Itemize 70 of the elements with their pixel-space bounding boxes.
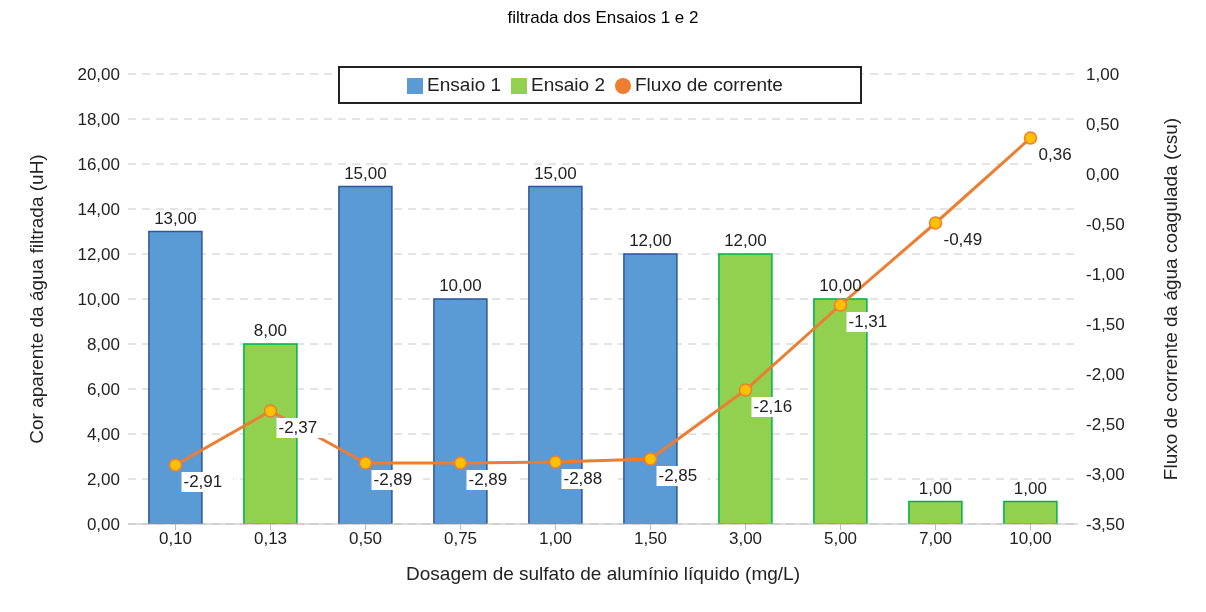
y-tick-label: 20,00 — [77, 65, 120, 85]
data-label: 10,00 — [439, 276, 482, 295]
y2-tick-label: -3,00 — [1086, 465, 1125, 485]
bar — [908, 500, 963, 524]
point — [453, 456, 468, 470]
x-tick-label: 0,13 — [253, 529, 288, 549]
x-tick-label: 7,00 — [918, 529, 953, 549]
y-tick-label: 8,00 — [86, 335, 120, 355]
y-tick-label: 18,00 — [77, 110, 120, 130]
y-tick-label: 14,00 — [77, 200, 120, 220]
x-tick-label: 1,00 — [538, 529, 573, 549]
y-tick-label: 4,00 — [86, 425, 120, 445]
y2-tick-label: 0,00 — [1086, 165, 1120, 185]
data-label: -2,37 — [278, 418, 318, 437]
point — [548, 455, 563, 469]
x-axis-title: Dosagem de sulfato de alumínio líquido (mg/L) — [406, 563, 800, 584]
y2-tick-label: -2,50 — [1086, 415, 1125, 435]
x-tick-label: 5,00 — [823, 529, 858, 549]
chart-title: filtrada dos Ensaios 1 e 2 — [506, 8, 700, 28]
data-label: -2,85 — [658, 466, 698, 485]
data-label: -2,16 — [753, 397, 793, 416]
legend-label: Ensaio 2 — [531, 74, 606, 95]
data-label: 1,00 — [918, 478, 952, 498]
y-tick-label: 12,00 — [77, 245, 120, 265]
data-label: 13,00 — [154, 208, 197, 228]
data-label: -2,89 — [468, 470, 508, 489]
y2-tick-label: -3,50 — [1086, 515, 1125, 535]
y-tick-label: 2,00 — [86, 470, 120, 490]
point — [263, 404, 278, 418]
x-tick-label: 10,00 — [1009, 529, 1052, 549]
x-tick-label: 3,00 — [728, 529, 763, 549]
y2-tick-label: -2,00 — [1086, 365, 1125, 385]
data-label: -2,88 — [563, 469, 603, 488]
data-label: 1,00 — [1013, 478, 1047, 498]
data-label: -2,91 — [183, 472, 223, 491]
y2-tick-label: -1,00 — [1086, 265, 1125, 285]
x-tick-label: 0,50 — [348, 529, 383, 549]
data-label: 15,00 — [534, 163, 577, 183]
data-label: 0,36 — [1038, 145, 1072, 164]
point — [643, 452, 658, 466]
y2-tick-label: 1,00 — [1086, 65, 1120, 85]
y-axis-title: Cor aparente da água filtrada (uH) — [25, 154, 47, 444]
data-label: 15,00 — [344, 163, 387, 183]
data-label: -1,31 — [848, 312, 888, 331]
data-label: -0,49 — [943, 230, 983, 249]
y2-tick-label: -1,50 — [1086, 315, 1125, 335]
y-tick-label: 0,00 — [86, 515, 120, 535]
point — [928, 216, 943, 230]
point — [1023, 131, 1038, 145]
point — [738, 383, 753, 397]
y2-axis-title: Fluxo de corrente da água coagulada (csu) — [1159, 117, 1181, 481]
legend-label: Fluxo de corrente — [635, 74, 783, 95]
y2-tick-label: 0,50 — [1086, 115, 1120, 135]
data-label: 12,00 — [629, 231, 672, 250]
y-tick-label: 16,00 — [77, 155, 120, 175]
data-label: 12,00 — [724, 231, 767, 250]
point — [168, 458, 183, 472]
y-tick-label: 6,00 — [86, 380, 120, 400]
data-label: 8,00 — [253, 321, 287, 340]
y-tick-label: 10,00 — [77, 290, 120, 310]
point — [358, 456, 373, 470]
bar — [1003, 500, 1058, 524]
y2-tick-label: -0,50 — [1086, 215, 1125, 235]
data-label: 10,00 — [819, 276, 862, 295]
x-tick-label: 1,50 — [633, 529, 668, 549]
x-tick-label: 0,10 — [158, 529, 193, 549]
x-tick-label: 0,75 — [443, 529, 478, 549]
point — [833, 298, 848, 312]
legend-label: Ensaio 1 — [427, 74, 502, 95]
data-label: -2,89 — [373, 470, 413, 489]
